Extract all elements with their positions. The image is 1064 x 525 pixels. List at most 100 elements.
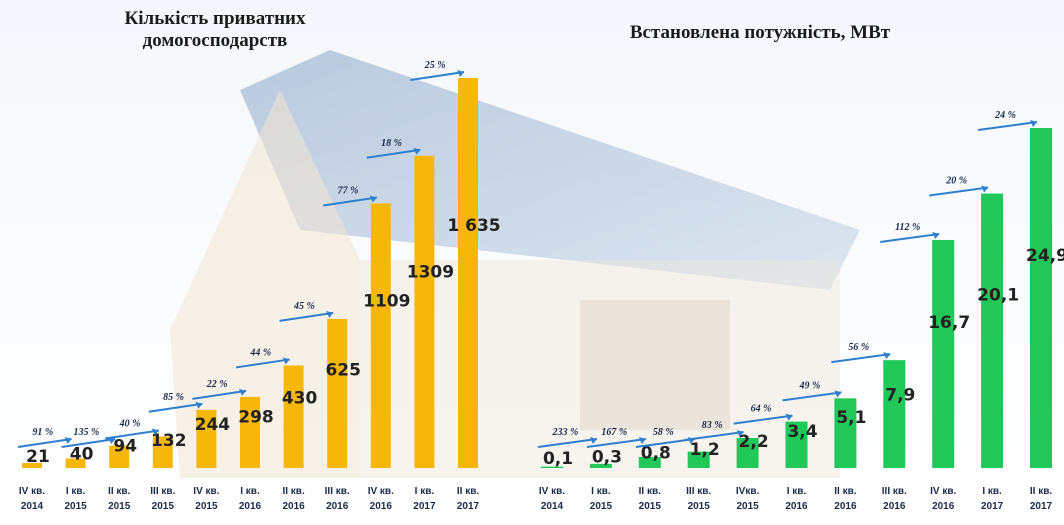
value-label: 1109 xyxy=(363,291,410,311)
growth-arrow xyxy=(410,71,465,81)
growth-label: 135 % xyxy=(73,427,99,438)
growth-arrow xyxy=(148,402,203,413)
bar xyxy=(327,318,348,468)
arrow-head xyxy=(589,437,597,444)
bar xyxy=(414,155,435,468)
value-label: 1 635 xyxy=(447,216,500,236)
growth-label: 24 % xyxy=(994,110,1016,121)
bar xyxy=(1030,128,1052,468)
bar xyxy=(932,239,955,468)
bar xyxy=(283,365,304,468)
arrow-head xyxy=(834,390,842,398)
value-label: 21 xyxy=(26,447,50,467)
x-tick-label: I кв. 2016 xyxy=(785,486,808,512)
growth-label: 91 % xyxy=(32,427,53,438)
arrow-head xyxy=(638,437,646,444)
growth-label: 18 % xyxy=(381,138,402,149)
bar xyxy=(196,409,217,468)
chart-title: Кількість приватних домогосподарств xyxy=(124,8,306,51)
growth-arrow xyxy=(105,429,159,440)
growth-label: 58 % xyxy=(653,427,674,438)
growth-arrow xyxy=(279,311,334,322)
growth-label: 85 % xyxy=(163,392,184,403)
growth-label: 22 % xyxy=(206,379,228,390)
growth-label: 40 % xyxy=(119,419,141,430)
growth-label: 49 % xyxy=(799,380,821,391)
value-label: 0,3 xyxy=(592,448,622,468)
bar xyxy=(240,396,260,468)
bar xyxy=(736,437,759,468)
arrow-head xyxy=(239,388,246,396)
arrow-head xyxy=(326,310,334,318)
x-tick-label: II кв. 2015 xyxy=(638,486,661,512)
bar xyxy=(589,463,612,468)
growth-arrow xyxy=(537,438,598,448)
value-label: 5,1 xyxy=(836,408,866,428)
bar xyxy=(22,462,42,468)
value-label: 24,9 xyxy=(1026,246,1064,266)
x-tick-label: III кв. 2015 xyxy=(686,486,712,512)
arrow-head xyxy=(64,437,72,444)
value-label: 94 xyxy=(113,437,137,457)
x-tick-label: II кв. 2017 xyxy=(456,486,480,512)
x-tick-label: I кв. 2015 xyxy=(64,486,87,512)
growth-label: 112 % xyxy=(895,222,920,233)
growth-arrow xyxy=(366,148,421,159)
value-label: 244 xyxy=(195,415,231,435)
arrow-head xyxy=(369,195,377,203)
growth-label: 77 % xyxy=(338,185,359,196)
value-label: 2,2 xyxy=(739,432,769,452)
x-tick-label: IVкв. 2015 xyxy=(735,486,760,512)
growth-arrow xyxy=(192,389,247,400)
x-tick-label: I кв. 2017 xyxy=(413,486,436,512)
growth-arrow xyxy=(733,414,793,425)
growth-label: 45 % xyxy=(293,301,315,312)
bar xyxy=(883,360,906,468)
arrow-head xyxy=(1030,120,1037,127)
window xyxy=(580,300,730,430)
growth-arrow xyxy=(586,438,646,448)
x-tick-label: IV кв. 2015 xyxy=(193,486,220,512)
growth-label: 20 % xyxy=(945,176,967,187)
arrow-head xyxy=(195,401,203,409)
x-tick-label: II кв. 2015 xyxy=(108,486,131,512)
value-label: 132 xyxy=(151,431,187,451)
arrow-head xyxy=(457,70,464,77)
growth-arrow xyxy=(235,358,290,369)
value-label: 1,2 xyxy=(690,440,720,460)
bar xyxy=(541,466,563,468)
x-tick-label: II кв. 2016 xyxy=(282,486,305,512)
roof xyxy=(240,50,860,290)
value-label: 0,1 xyxy=(543,449,573,469)
value-label: 20,1 xyxy=(977,285,1019,305)
arrow-head xyxy=(883,352,891,360)
growth-arrow xyxy=(17,438,72,448)
growth-arrow xyxy=(977,121,1038,131)
label-strip xyxy=(0,478,1064,525)
bar xyxy=(65,458,86,468)
arrow-head xyxy=(981,185,989,193)
growth-arrow xyxy=(880,232,940,243)
value-label: 3,4 xyxy=(787,422,817,442)
value-label: 16,7 xyxy=(928,313,970,333)
growth-arrow xyxy=(684,430,744,441)
growth-label: 167 % xyxy=(601,427,627,438)
x-tick-label: I кв. 2016 xyxy=(238,486,262,512)
growth-arrow xyxy=(323,196,377,207)
growth-label: 64 % xyxy=(751,404,772,415)
bar xyxy=(458,78,478,468)
bar xyxy=(152,436,173,468)
house-wall xyxy=(170,90,360,480)
x-tick-label: I кв. 2017 xyxy=(980,486,1004,512)
value-label: 625 xyxy=(325,361,361,381)
value-label: 7,9 xyxy=(885,385,915,405)
bar xyxy=(638,457,661,468)
arrow-head xyxy=(151,428,159,436)
chart-title: Встановлена потужність, МВт xyxy=(629,22,891,43)
x-tick-label: III кв. 2016 xyxy=(324,486,350,512)
value-label: 1309 xyxy=(407,263,454,283)
x-tick-label: III кв. 2015 xyxy=(150,486,176,512)
growth-arrow xyxy=(831,353,891,364)
